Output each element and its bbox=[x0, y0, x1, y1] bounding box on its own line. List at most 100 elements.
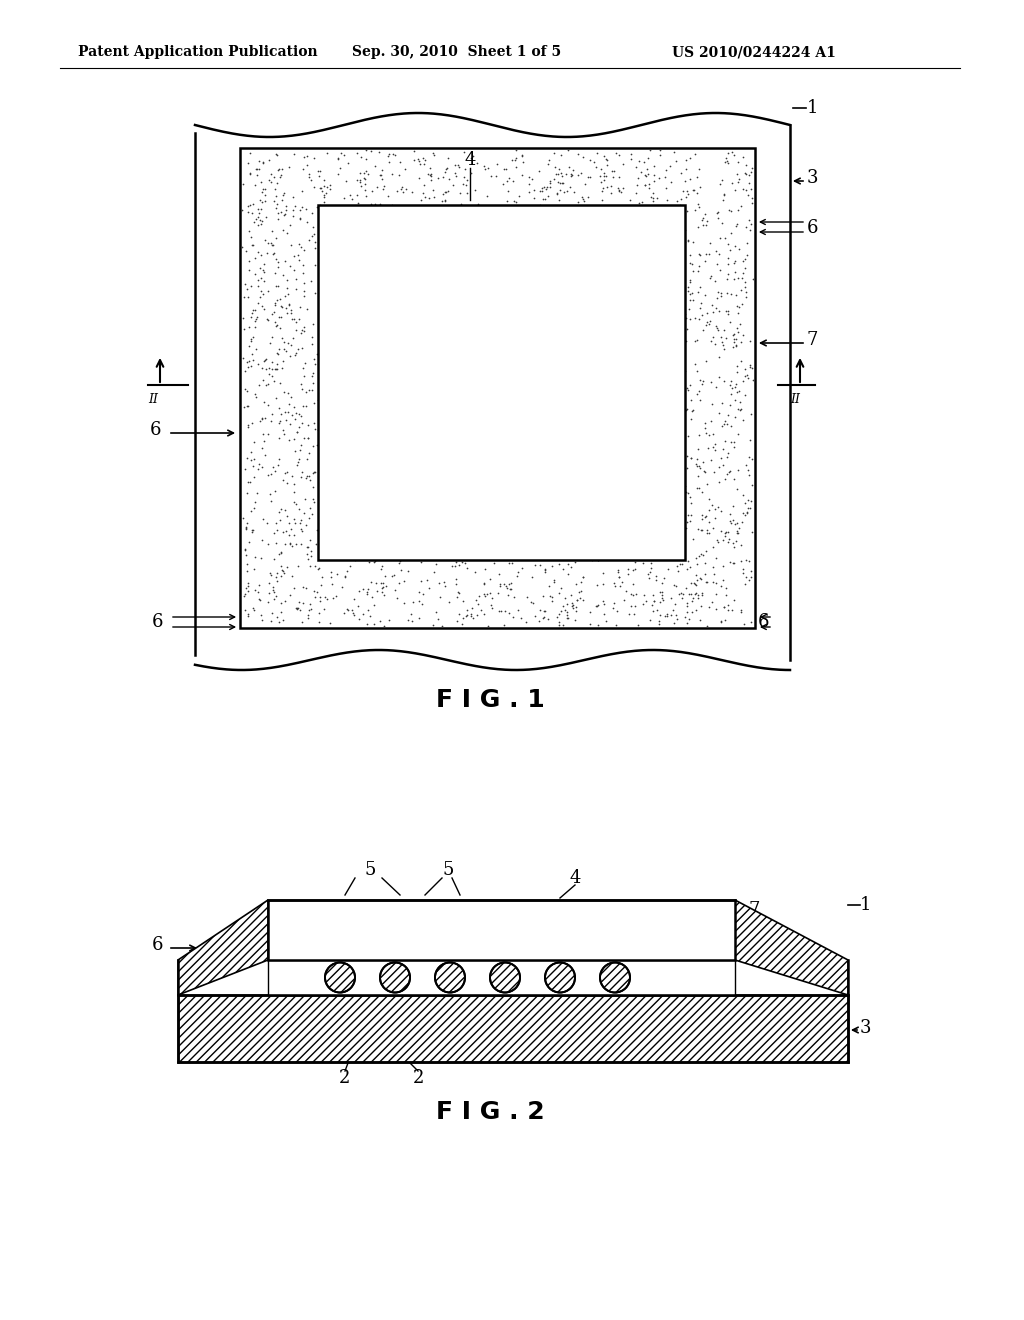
Point bbox=[393, 560, 410, 581]
Circle shape bbox=[600, 962, 630, 993]
Point bbox=[245, 598, 261, 619]
Point bbox=[303, 170, 319, 191]
Point bbox=[615, 153, 632, 174]
Point bbox=[680, 504, 696, 525]
Point bbox=[262, 565, 279, 586]
Point bbox=[736, 276, 753, 297]
Point bbox=[336, 144, 352, 165]
Point bbox=[623, 595, 639, 616]
Point bbox=[524, 566, 541, 587]
Point bbox=[304, 203, 321, 224]
Point bbox=[451, 157, 467, 178]
Point bbox=[515, 152, 531, 173]
Point bbox=[645, 601, 662, 622]
Point bbox=[570, 581, 587, 602]
Point bbox=[684, 260, 700, 281]
Point bbox=[681, 609, 697, 630]
Point bbox=[563, 165, 580, 186]
Point bbox=[273, 560, 290, 581]
Point bbox=[299, 211, 315, 232]
Point bbox=[742, 162, 759, 183]
Point bbox=[691, 197, 708, 218]
Point bbox=[367, 550, 383, 572]
Point bbox=[367, 156, 383, 177]
Point bbox=[290, 244, 306, 265]
Point bbox=[270, 251, 287, 272]
Point bbox=[679, 201, 695, 222]
Point bbox=[447, 165, 464, 186]
Point bbox=[708, 297, 724, 318]
Point bbox=[659, 603, 676, 624]
Point bbox=[250, 458, 266, 479]
Point bbox=[265, 242, 282, 263]
Point bbox=[467, 561, 483, 582]
Point bbox=[507, 149, 523, 170]
Point bbox=[470, 594, 486, 615]
Point bbox=[295, 593, 311, 614]
Point bbox=[701, 232, 718, 253]
Point bbox=[551, 583, 567, 605]
Point bbox=[742, 611, 759, 632]
Point bbox=[608, 614, 625, 635]
Point bbox=[687, 573, 703, 594]
Point bbox=[253, 244, 269, 265]
Point bbox=[532, 194, 549, 215]
Point bbox=[274, 158, 291, 180]
Point bbox=[488, 166, 505, 187]
Point bbox=[728, 215, 744, 236]
Point bbox=[439, 158, 456, 180]
Point bbox=[700, 243, 717, 264]
Point bbox=[240, 195, 256, 216]
Point bbox=[708, 434, 724, 455]
Point bbox=[644, 585, 660, 606]
Point bbox=[640, 568, 656, 589]
Point bbox=[719, 463, 735, 484]
Point bbox=[531, 181, 548, 202]
Point bbox=[305, 461, 322, 482]
Point bbox=[245, 194, 261, 215]
Point bbox=[266, 191, 283, 213]
Point bbox=[680, 231, 696, 252]
Point bbox=[333, 143, 349, 164]
Point bbox=[246, 211, 262, 232]
Point bbox=[288, 597, 304, 618]
Point bbox=[280, 277, 296, 298]
Point bbox=[463, 147, 479, 168]
Point bbox=[275, 338, 292, 359]
Point bbox=[275, 561, 292, 582]
Point bbox=[738, 180, 755, 201]
Point bbox=[463, 162, 479, 183]
Point bbox=[311, 165, 328, 186]
Point bbox=[247, 317, 263, 338]
Point bbox=[294, 181, 310, 202]
Point bbox=[288, 343, 304, 364]
Point bbox=[737, 573, 754, 594]
Point bbox=[473, 599, 489, 620]
Point bbox=[243, 226, 259, 247]
Point bbox=[348, 169, 365, 190]
Point bbox=[637, 174, 653, 195]
Point bbox=[294, 337, 310, 358]
Point bbox=[698, 422, 715, 444]
Point bbox=[271, 447, 288, 469]
Point bbox=[733, 350, 750, 371]
Point bbox=[244, 306, 260, 327]
Point bbox=[564, 595, 581, 616]
Point bbox=[732, 392, 749, 413]
Point bbox=[241, 251, 257, 272]
Point bbox=[711, 243, 727, 264]
Point bbox=[305, 462, 322, 483]
Point bbox=[261, 149, 278, 170]
Point bbox=[729, 152, 745, 173]
Point bbox=[293, 434, 309, 455]
Point bbox=[358, 582, 375, 603]
Point bbox=[270, 611, 287, 632]
Point bbox=[708, 271, 724, 292]
Point bbox=[727, 335, 743, 356]
Point bbox=[689, 194, 706, 215]
Point bbox=[411, 148, 427, 169]
Point bbox=[680, 425, 696, 446]
Point bbox=[374, 556, 390, 577]
Point bbox=[244, 413, 260, 434]
Text: 7: 7 bbox=[807, 331, 818, 348]
